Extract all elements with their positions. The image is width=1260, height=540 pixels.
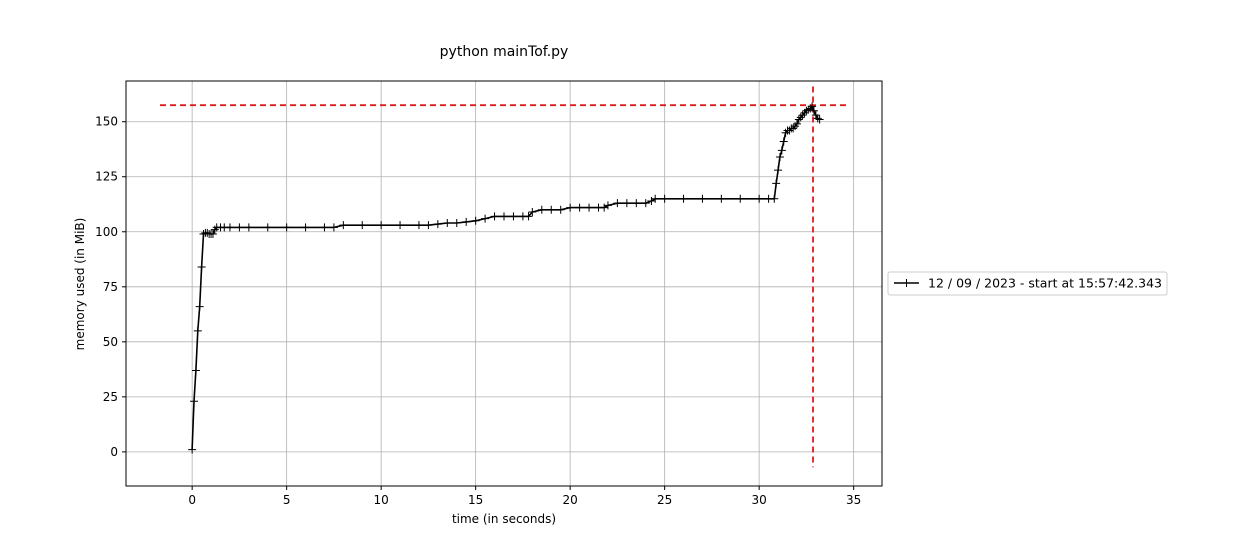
data-point-marker bbox=[225, 223, 234, 232]
data-point-marker bbox=[197, 262, 206, 271]
data-point-marker bbox=[556, 205, 565, 214]
x-axis-label: time (in seconds) bbox=[452, 512, 556, 526]
data-point-marker bbox=[263, 223, 272, 232]
data-point-marker bbox=[471, 216, 480, 225]
data-point-marker bbox=[698, 194, 707, 203]
data-point-marker bbox=[566, 203, 575, 212]
data-point-marker bbox=[575, 203, 584, 212]
data-point-marker bbox=[770, 194, 779, 203]
data-point-marker bbox=[811, 111, 820, 120]
data-point-marker bbox=[613, 199, 622, 208]
x-tick-label: 35 bbox=[846, 493, 861, 507]
y-tick-label: 50 bbox=[103, 335, 118, 349]
data-point-marker bbox=[329, 223, 338, 232]
data-point-marker bbox=[641, 199, 650, 208]
data-point-marker bbox=[301, 223, 310, 232]
x-tick-label: 5 bbox=[283, 493, 291, 507]
data-point-marker bbox=[622, 199, 631, 208]
x-tick-label: 10 bbox=[374, 493, 389, 507]
data-point-marker bbox=[208, 229, 217, 238]
legend-box bbox=[887, 271, 1168, 296]
data-point-marker bbox=[509, 212, 518, 221]
y-tick-label: 75 bbox=[103, 280, 118, 294]
data-point-marker bbox=[191, 366, 200, 375]
x-tick-label: 30 bbox=[752, 493, 767, 507]
data-point-marker bbox=[235, 223, 244, 232]
data-point-marker bbox=[775, 152, 784, 161]
plot-frame bbox=[125, 80, 883, 487]
x-axis-ticks: 0 5 10 15 20 25 30 35 bbox=[188, 486, 861, 507]
data-point-marker bbox=[632, 199, 641, 208]
data-point-marker bbox=[424, 221, 433, 230]
data-point-marker bbox=[603, 201, 612, 210]
data-point-marker bbox=[377, 221, 386, 230]
data-point-marker bbox=[500, 212, 508, 221]
x-tick-label: 15 bbox=[468, 493, 483, 507]
y-tick-label: 150 bbox=[95, 115, 118, 129]
data-point-marker bbox=[660, 194, 669, 203]
data-point-marker bbox=[774, 166, 783, 175]
data-point-marker bbox=[524, 212, 533, 221]
data-point-marker bbox=[452, 218, 461, 227]
chart-title: python mainTof.py bbox=[440, 44, 569, 60]
data-point-marker bbox=[537, 205, 546, 214]
y-tick-label: 25 bbox=[103, 390, 118, 404]
data-point-marker bbox=[490, 212, 499, 221]
peak-marker-lines bbox=[160, 86, 850, 468]
data-point-marker bbox=[679, 194, 688, 203]
x-tick-label: 25 bbox=[657, 493, 672, 507]
data-point-marker bbox=[244, 223, 253, 232]
data-point-marker bbox=[585, 203, 594, 212]
data-point-marker bbox=[282, 223, 291, 232]
data-point-marker bbox=[547, 205, 556, 214]
y-axis-label: memory used (in MiB) bbox=[73, 218, 87, 351]
data-point-marker bbox=[396, 221, 405, 230]
data-point-marker bbox=[777, 146, 786, 155]
x-tick-label: 20 bbox=[563, 493, 578, 507]
data-point-marker bbox=[651, 194, 660, 203]
data-point-marker bbox=[779, 137, 788, 146]
data-point-marker bbox=[755, 194, 764, 203]
data-point-marker bbox=[772, 179, 781, 188]
data-point-marker bbox=[804, 105, 813, 114]
grid-lines bbox=[126, 81, 882, 486]
data-point-marker bbox=[203, 228, 212, 237]
legend-series-label: 12 / 09 / 2023 - start at 15:57:42.343 bbox=[928, 276, 1162, 291]
data-point-marker bbox=[339, 221, 348, 230]
y-tick-label: 0 bbox=[110, 445, 118, 459]
data-point-marker bbox=[481, 214, 490, 223]
data-point-marker bbox=[462, 217, 471, 226]
data-point-marker bbox=[792, 119, 801, 128]
data-point-marker bbox=[808, 102, 817, 111]
data-point-marker bbox=[188, 445, 197, 454]
data-point-marker bbox=[443, 218, 452, 227]
x-tick-label: 0 bbox=[188, 493, 196, 507]
data-point-marker bbox=[195, 302, 204, 311]
data-point-marker bbox=[190, 397, 199, 406]
data-point-marker bbox=[717, 194, 726, 203]
data-point-marker bbox=[358, 221, 367, 230]
data-point-marker bbox=[414, 221, 423, 230]
series-memory-usage bbox=[188, 102, 824, 454]
data-point-marker bbox=[736, 194, 745, 203]
data-point-marker bbox=[320, 223, 329, 232]
data-point-marker bbox=[813, 114, 822, 123]
legend: 12 / 09 / 2023 - start at 15:57:42.343 bbox=[887, 271, 1168, 296]
data-point-marker bbox=[193, 326, 202, 335]
y-tick-label: 100 bbox=[95, 225, 118, 239]
data-point-marker bbox=[815, 115, 824, 124]
y-axis-ticks: 0 25 50 75 100 125 150 bbox=[95, 115, 126, 459]
data-point-marker bbox=[809, 106, 818, 115]
data-point-marker bbox=[528, 207, 537, 216]
y-tick-label: 125 bbox=[95, 170, 118, 184]
data-point-marker bbox=[433, 220, 442, 229]
